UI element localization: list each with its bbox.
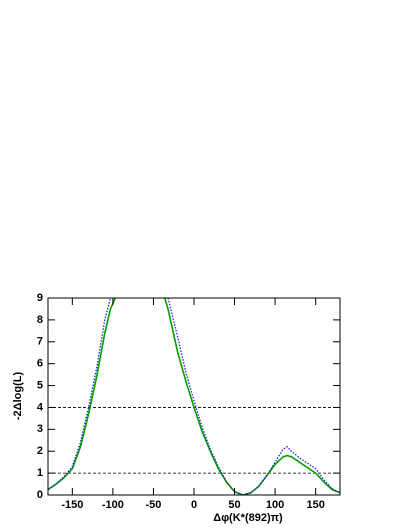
y-tick-label: 4 <box>37 401 44 413</box>
y-tick-label: 5 <box>37 379 43 391</box>
y-tick-label: 6 <box>37 358 43 370</box>
y-tick-label: 0 <box>37 489 43 501</box>
y-tick-label: 9 <box>37 292 43 304</box>
y-tick-label: 7 <box>37 336 43 348</box>
x-tick-label: 50 <box>228 499 240 511</box>
x-tick-label: -100 <box>102 499 124 511</box>
x-tick-label: -50 <box>145 499 161 511</box>
y-tick-label: 2 <box>37 445 43 457</box>
y-tick-label: 3 <box>37 423 43 435</box>
x-tick-label: 0 <box>191 499 197 511</box>
y-axis-label: -2Δlog(L) <box>12 372 24 421</box>
curve <box>48 298 340 495</box>
x-axis-label: Δφ(K*(892)π) <box>213 512 283 524</box>
x-tick-label: -150 <box>61 499 83 511</box>
curve <box>48 298 340 495</box>
y-tick-label: 8 <box>37 314 43 326</box>
x-tick-label: 150 <box>306 499 324 511</box>
y-tick-label: 1 <box>37 467 43 479</box>
x-tick-label: 100 <box>266 499 284 511</box>
plot-area <box>48 298 340 495</box>
